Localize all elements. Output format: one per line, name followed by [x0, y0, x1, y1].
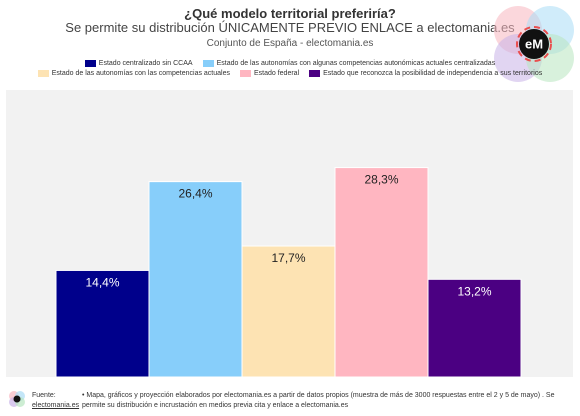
- bar-label-4: 13,2%: [457, 284, 491, 298]
- footer-source-link[interactable]: electomania.es: [32, 401, 79, 411]
- bar-chart: 14,4% 26,4% 17,7% 28,3% 13,2%: [6, 90, 573, 377]
- bar-label-1: 26,4%: [178, 187, 212, 201]
- legend-label-1: Estado de las autonomías con algunas com…: [217, 60, 496, 67]
- footer-logo-icon: [8, 390, 26, 408]
- legend-label-3: Estado federal: [254, 70, 299, 77]
- footer: Fuente: electomania.es • Mapa, gráficos …: [0, 386, 580, 416]
- legend-label-0: Estado centralizado sin CCAA: [99, 60, 193, 67]
- legend-row-2: Estado de las autonomías con las compete…: [20, 70, 560, 77]
- footer-source: Fuente: electomania.es: [32, 391, 79, 411]
- legend-label-4: Estado que reconozca la posibilidad de i…: [323, 70, 542, 77]
- legend-item-0: Estado centralizado sin CCAA: [85, 60, 193, 67]
- legend-label-2: Estado de las autonomías con las compete…: [52, 70, 230, 77]
- legend-swatch-4: [309, 70, 320, 77]
- footer-note: • Mapa, gráficos y proyección elaborados…: [82, 391, 572, 411]
- legend-item-3: Estado federal: [240, 70, 299, 77]
- bar-2: [242, 246, 335, 377]
- legend-swatch-2: [38, 70, 49, 77]
- plot-area: 14,4% 26,4% 17,7% 28,3% 13,2%: [6, 90, 573, 377]
- legend-swatch-3: [240, 70, 251, 77]
- logo-text: eM: [525, 37, 543, 52]
- bar-3: [335, 168, 428, 377]
- bar-label-3: 28,3%: [364, 173, 398, 187]
- footer-source-label: Fuente:: [32, 391, 79, 401]
- bar-label-0: 14,4%: [85, 275, 119, 289]
- legend-swatch-0: [85, 60, 96, 67]
- legend-item-2: Estado de las autonomías con las compete…: [38, 70, 230, 77]
- legend-item-1: Estado de las autonomías con algunas com…: [203, 60, 496, 67]
- legend-item-4: Estado que reconozca la posibilidad de i…: [309, 70, 542, 77]
- bar-label-2: 17,7%: [271, 251, 305, 265]
- legend-swatch-1: [203, 60, 214, 67]
- legend: Estado centralizado sin CCAA Estado de l…: [20, 60, 560, 80]
- bar-1: [149, 182, 242, 377]
- legend-row-1: Estado centralizado sin CCAA Estado de l…: [20, 60, 560, 67]
